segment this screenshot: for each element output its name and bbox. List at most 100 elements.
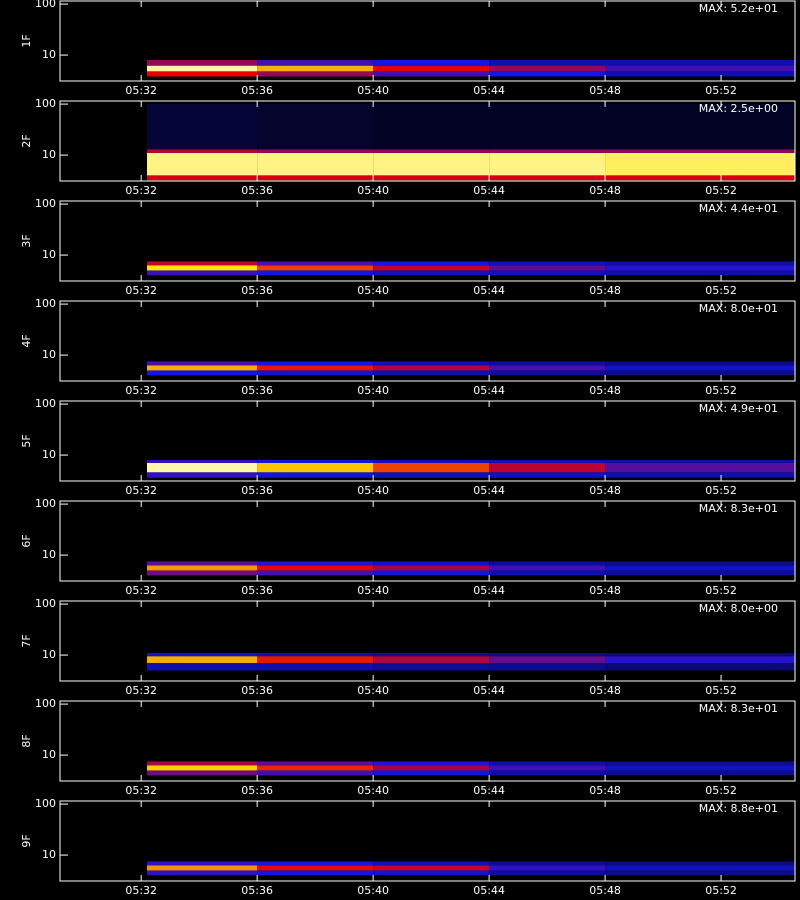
heat-cell [373,361,490,366]
heat-cell [605,265,795,271]
heat-cell [605,175,795,181]
x-tick-label: 05:52 [705,284,737,297]
heat-cell [605,865,795,871]
heat-cell [373,462,490,473]
heat-cell [257,652,374,657]
x-tick-label: 05:32 [125,484,157,497]
heat-cell [257,365,374,371]
heat-cell [257,472,374,478]
max-annotation: MAX: 8.0e+01 [699,302,778,315]
heat-cell [146,462,258,473]
heat-cell [605,570,795,576]
y-tick-label: 100 [35,497,56,510]
plot-frame [59,100,796,182]
x-tick-label: 05:52 [705,784,737,797]
heat-cell [257,370,374,376]
x-tick-label: 05:32 [125,684,157,697]
heat-cell [373,149,490,153]
heat-cell [373,152,490,176]
x-tick-label: 05:52 [705,384,737,397]
heat-cell [146,60,258,66]
heat-cell [146,761,258,766]
heat-cell [257,361,374,366]
heat-cell [489,652,606,657]
heat-cell [373,270,490,276]
heat-cell [605,65,795,72]
x-tick-label: 05:36 [241,84,273,97]
heat-cell [489,770,606,776]
heat-cell [605,104,795,150]
heat-cell [257,152,374,176]
heat-cell [373,561,490,566]
heat-cell [605,261,795,266]
x-tick-label: 05:36 [241,384,273,397]
plot-frame [59,600,796,682]
y-tick-label: 100 [35,597,56,610]
heat-cell [605,652,795,657]
x-tick-label: 05:48 [589,284,621,297]
x-tick-label: 05:36 [241,784,273,797]
x-tick-label: 05:44 [473,784,505,797]
plot-frame [59,700,796,782]
heat-cell [605,472,795,478]
heat-cell [489,656,606,663]
heat-cell [605,152,795,176]
x-tick-label: 05:44 [473,384,505,397]
y-tick-label: 100 [35,197,56,210]
max-annotation: MAX: 8.3e+01 [699,502,778,515]
heat-cell [605,71,795,77]
heat-cell [146,65,258,72]
heat-cell [257,761,374,766]
x-tick-label: 05:32 [125,284,157,297]
x-tick-label: 05:32 [125,784,157,797]
heat-cell [605,370,795,376]
heat-cell [146,261,258,266]
y-axis-label: 9F [20,834,33,847]
heat-cell [257,565,374,571]
x-tick-label: 05:52 [705,84,737,97]
x-tick-label: 05:44 [473,84,505,97]
x-tick-label: 05:48 [589,184,621,197]
x-tick-label: 05:32 [125,84,157,97]
heat-cell [489,361,606,366]
heat-cell [146,561,258,566]
y-tick-label: 100 [35,0,56,10]
heat-cell [605,765,795,771]
y-tick-label: 10 [42,448,56,461]
x-tick-label: 05:52 [705,184,737,197]
x-tick-label: 05:36 [241,584,273,597]
x-tick-label: 05:40 [357,784,389,797]
y-tick-label: 10 [42,548,56,561]
y-axis-label: 7F [20,634,33,647]
heat-cell [489,149,606,153]
heat-cell [257,861,374,866]
heat-cell [373,861,490,866]
heat-cell [489,561,606,566]
x-tick-label: 05:48 [589,584,621,597]
x-tick-label: 05:52 [705,484,737,497]
x-tick-label: 05:44 [473,684,505,697]
heat-cell [257,865,374,871]
heat-cell [605,861,795,866]
heat-cell [373,472,490,478]
max-annotation: MAX: 8.3e+01 [699,702,778,715]
heat-cell [146,472,258,478]
heat-cell [373,71,490,77]
heat-cell [605,870,795,876]
heat-cell [146,652,258,657]
heat-cell [373,765,490,771]
y-tick-label: 100 [35,297,56,310]
heat-cell [146,765,258,771]
x-tick-label: 05:36 [241,884,273,897]
max-annotation: MAX: 4.9e+01 [699,402,778,415]
heat-cell [489,152,606,176]
heat-cell [605,761,795,766]
heat-cell [373,770,490,776]
max-annotation: MAX: 8.0e+00 [699,602,778,615]
x-tick-label: 05:32 [125,184,157,197]
y-tick-label: 10 [42,848,56,861]
heat-cell [257,149,374,153]
heat-cell [489,472,606,478]
y-tick-label: 100 [35,97,56,110]
y-tick-label: 10 [42,148,56,161]
